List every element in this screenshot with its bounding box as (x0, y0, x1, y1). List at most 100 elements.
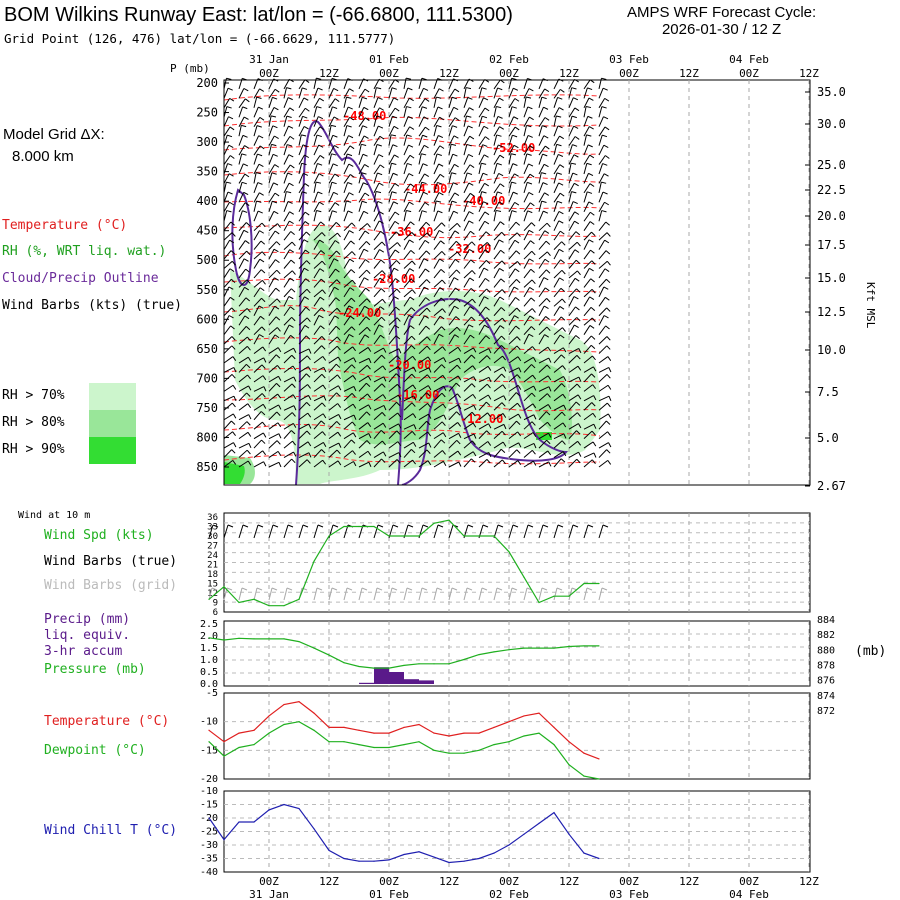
barb-flag-671 (545, 316, 550, 320)
wind-speed-line-pt-10 (358, 525, 360, 528)
barb-flag-720 (501, 335, 506, 340)
barb-flag-321 (364, 192, 370, 197)
barb-933 (568, 412, 578, 421)
barb-750 (553, 347, 564, 354)
barb-flag-1017 (277, 451, 282, 456)
barb-flag-965 (278, 433, 282, 439)
barb-987 (598, 431, 608, 440)
barb-flag-909 (606, 402, 611, 408)
barb-flag-468 (230, 250, 236, 255)
sfc-barb-grid-flag-26 (601, 587, 608, 591)
barb-28 (253, 88, 260, 99)
barb-680 (283, 324, 290, 335)
barb-flag-936 (231, 420, 236, 425)
barb-814 (343, 375, 354, 383)
barb-957 (538, 421, 548, 430)
barb-flag-116 (407, 116, 413, 119)
barb-253 (508, 163, 514, 175)
barb-727 (598, 336, 608, 345)
barb-195 (418, 145, 425, 156)
barb-flag-46 (528, 88, 534, 92)
barb-881 (568, 394, 579, 402)
barb-flag-86 (347, 106, 353, 110)
barb-666 (463, 316, 472, 326)
barb-643 (508, 307, 518, 317)
barb-flag-714 (411, 335, 416, 341)
barb-flag-618 (530, 297, 536, 302)
barb-168 (403, 134, 408, 146)
barb-flag-761 (337, 356, 342, 362)
barb-flag-385 (543, 210, 549, 214)
barb-flag-245 (391, 162, 397, 166)
barb-flag-743 (457, 346, 462, 352)
barb-flag-755 (247, 356, 252, 362)
barb-flag-17 (484, 79, 490, 83)
barb-757 (268, 354, 277, 364)
barb-798 (493, 366, 504, 373)
barb-flag-448 (319, 239, 325, 244)
barb-25 (598, 78, 602, 90)
precip-tick-3: 1.0 (200, 655, 218, 666)
wind-tick-9: 9 (213, 599, 218, 609)
barb-flag-772 (502, 355, 506, 361)
precip-panel-frame (223, 620, 811, 687)
sfc-barb-true-16 (448, 524, 454, 539)
barb-flag-777 (576, 355, 581, 360)
barb-864 (313, 395, 325, 402)
barb-flag-792 (413, 366, 417, 372)
barb-flag-104 (228, 116, 234, 120)
kft-tick-1: 30.0 (817, 117, 846, 131)
temperature-line-pt-22 (538, 712, 540, 714)
barb-952 (463, 422, 474, 430)
barb-flag-403 (425, 221, 431, 226)
barb-335 (568, 191, 572, 203)
wind-speed-line-pt-8 (328, 535, 330, 537)
barb-flag-993 (307, 441, 312, 447)
barb-944 (343, 421, 353, 430)
barb-449 (328, 240, 336, 250)
wind-chill-line-pt-14 (418, 851, 420, 853)
barb-468 (223, 250, 232, 260)
barb-flag-559 (426, 279, 431, 284)
barb-flag-189 (334, 145, 339, 149)
barb-flag-644 (531, 308, 536, 313)
barb-flag-809 (277, 376, 282, 381)
barb-flag-415 (605, 221, 610, 226)
barb-120 (463, 115, 467, 127)
barb-89 (388, 107, 396, 118)
barb-flag-1039 (606, 449, 611, 454)
barb-536 (463, 270, 473, 279)
sfc-barb-true-flag-7 (317, 524, 324, 528)
wind-speed-line-pt-5 (283, 605, 285, 607)
wind-barbs-grid-label: Wind Barbs (grid) (44, 578, 178, 593)
barb-200 (493, 144, 499, 156)
barb-flag-411 (546, 222, 551, 228)
barb-56 (283, 97, 289, 108)
barb-390 (223, 221, 232, 232)
barb-flag-401 (394, 220, 400, 225)
barb-949 (418, 420, 428, 430)
barb-flag-150 (526, 124, 532, 128)
barb-flag-47 (544, 88, 550, 93)
barb-136 (313, 126, 321, 137)
barb-flag-435 (516, 232, 521, 237)
barb-125 (538, 117, 546, 127)
barb-flag-1037 (578, 451, 582, 457)
barb-124 (523, 116, 530, 127)
barb-flag-701 (605, 325, 610, 330)
barb-flag-543 (577, 270, 581, 276)
pressure-line-pt-22 (538, 647, 540, 649)
barb-flag-1004 (471, 440, 476, 446)
barb-flag-853 (548, 386, 552, 392)
barb-863 (298, 394, 309, 402)
wind-chill-line-pt-9 (343, 857, 345, 860)
barb-0 (223, 78, 227, 90)
barb-812 (313, 373, 323, 383)
barb-530 (373, 270, 383, 279)
barb-889 (298, 402, 308, 411)
rh80-swatch (89, 410, 136, 437)
barb-251 (478, 163, 482, 175)
barb-1048 (343, 461, 354, 468)
barb-359 (538, 200, 543, 212)
chill-tick-6: -40 (200, 867, 218, 878)
